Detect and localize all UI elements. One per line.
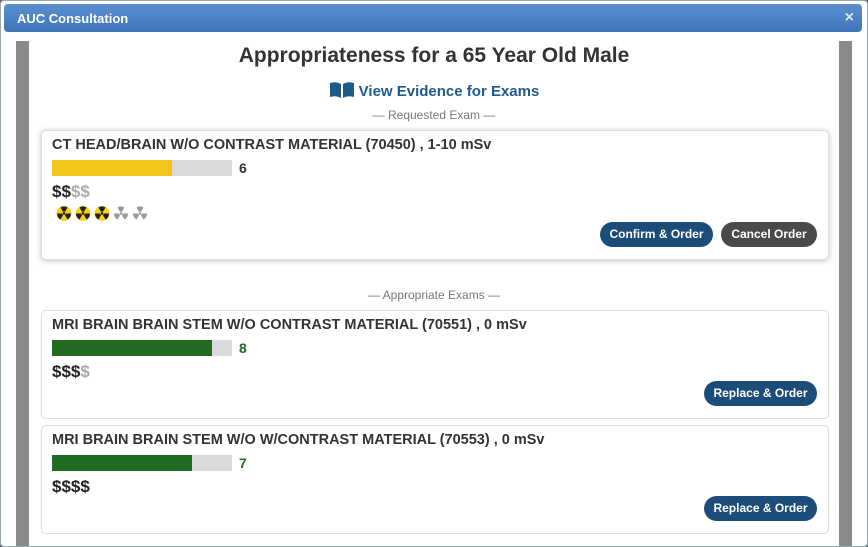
radiation-blade (141, 213, 147, 220)
radiation-blade (84, 213, 90, 220)
radiation-icon (113, 206, 129, 221)
cost-filled: $$$ (52, 362, 81, 381)
radiation-blade (95, 213, 101, 220)
radiation-blade (98, 206, 106, 212)
radiation-core (119, 212, 123, 215)
cost-filled: $$$$ (52, 477, 90, 496)
exam-card: MRI BRAIN BRAIN STEM W/O CONTRAST MATERI… (41, 310, 829, 419)
radiation-blade (65, 213, 71, 220)
score-track (52, 340, 232, 356)
side-bar (839, 41, 852, 546)
radiation-blade (60, 206, 68, 212)
radiation-core (62, 212, 66, 215)
radiation-blade (79, 206, 87, 212)
radiation-blade (117, 206, 125, 212)
radiation-icon (75, 206, 91, 221)
radiation-blade (76, 213, 82, 220)
score-bar (52, 160, 172, 176)
side-bar (16, 41, 29, 546)
radiation-icon (94, 206, 110, 221)
replace-button[interactable]: Replace & Order (704, 496, 817, 521)
cost-empty: $ (80, 362, 90, 381)
modal-header: AUC Consultation × (4, 4, 862, 32)
book-icon (329, 82, 354, 98)
confirm-button[interactable]: Confirm & Order (600, 222, 713, 247)
score-track (52, 455, 232, 471)
replace-button[interactable]: Replace & Order (704, 381, 817, 406)
radiation-blade (103, 213, 109, 220)
evidence-link[interactable]: View Evidence for Exams (29, 81, 839, 100)
radiation-blade (136, 206, 144, 212)
exam-name: MRI BRAIN BRAIN STEM W/O CONTRAST MATERI… (52, 317, 527, 333)
cost-filled: $$ (52, 182, 71, 201)
exam-card: MRI BRAIN BRAIN STEM W/O W/CONTRAST MATE… (41, 425, 829, 534)
radiation-blade (133, 213, 139, 220)
exam-name: MRI BRAIN BRAIN STEM W/O W/CONTRAST MATE… (52, 432, 545, 448)
radiation-level (56, 206, 148, 221)
exam-name: CT HEAD/BRAIN W/O CONTRAST MATERIAL (704… (52, 137, 492, 153)
cost-empty: $$ (70, 182, 90, 201)
heading: Appropriateness for a 65 Year Old Male (238, 44, 630, 67)
radiation-core (81, 212, 85, 215)
score-value: 8 (239, 340, 247, 356)
score-bar (52, 340, 212, 356)
cost: $$$$ (52, 477, 90, 497)
score-value: 6 (239, 160, 247, 176)
cost: $$$$ (52, 182, 90, 202)
score-bar (52, 455, 192, 471)
score-track (52, 160, 232, 176)
radiation-blade (114, 213, 120, 220)
score-value: 7 (239, 455, 247, 471)
cost: $$$$ (52, 362, 90, 382)
section-label: — Requested Exam — (372, 108, 496, 122)
close-button[interactable]: × (844, 9, 854, 26)
section-label: — Appropriate Exams — (367, 288, 501, 302)
exam-card: CT HEAD/BRAIN W/O CONTRAST MATERIAL (704… (41, 130, 829, 260)
radiation-icon (56, 206, 72, 221)
radiation-blade (57, 213, 63, 220)
radiation-core (100, 212, 104, 215)
cancel-button[interactable]: Cancel Order (721, 222, 817, 247)
radiation-core (138, 212, 142, 215)
evidence-link-text[interactable]: View Evidence for Exams (358, 83, 540, 100)
modal-title: AUC Consultation (17, 11, 129, 26)
radiation-icon (132, 206, 148, 221)
radiation-blade (122, 213, 128, 220)
